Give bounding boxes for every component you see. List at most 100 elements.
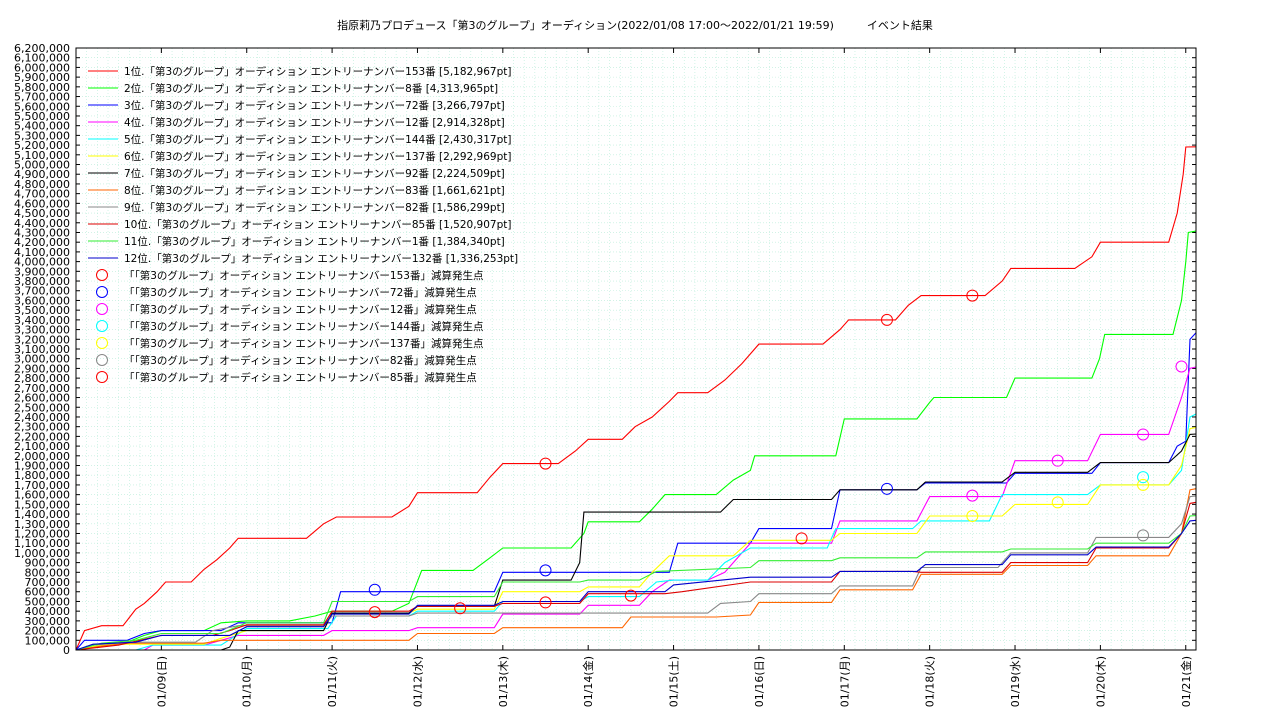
legend-marker-label-5: 「「第3のグループ」オーディション エントリーナンバー137番」減算発生点 [124, 337, 483, 350]
y-tick-label: 1,000,000 [14, 547, 70, 560]
x-tick-label: 01/09(日) [155, 656, 168, 707]
y-tick-label: 3,200,000 [14, 333, 70, 346]
y-tick-label: 1,900,000 [14, 460, 70, 473]
y-tick-label: 5,900,000 [14, 71, 70, 84]
x-tick-label: 01/13(木) [497, 656, 510, 707]
y-tick-label: 3,600,000 [14, 294, 70, 307]
y-tick-label: 4,500,000 [14, 207, 70, 220]
legend-marker-label-2: 「「第3のグループ」オーディション エントリーナンバー72番」減算発生点 [124, 286, 477, 299]
x-tick-label: 01/16(日) [753, 656, 766, 707]
y-tick-label: 900,000 [25, 557, 71, 570]
legend-marker-2 [96, 286, 108, 298]
y-tick-label: 2,300,000 [14, 421, 70, 434]
y-axis: 0100,000200,000300,000400,000500,000600,… [14, 42, 1196, 657]
marker-point-3 [1137, 428, 1150, 441]
y-tick-label: 3,400,000 [14, 314, 70, 327]
legend-label-8: 8位.「第3のグループ」オーディション エントリーナンバー83番 [1,661,… [124, 184, 505, 197]
series-line-4 [76, 366, 1197, 651]
y-tick-label: 600,000 [25, 586, 71, 599]
y-tick-label: 2,600,000 [14, 392, 70, 405]
legend: 1位.「第3のグループ」オーディション エントリーナンバー153番 [5,182… [88, 65, 518, 384]
y-tick-label: 3,100,000 [14, 343, 70, 356]
series-line-1 [75, 146, 1197, 651]
y-tick-label: 4,700,000 [14, 188, 70, 201]
y-tick-label: 5,200,000 [14, 139, 70, 152]
marker-layer [368, 289, 1188, 619]
series-line-9 [75, 495, 1197, 651]
marker-point-7 [368, 606, 381, 619]
legend-marker-1 [96, 269, 108, 281]
legend-label-9: 9位.「第3のグループ」オーディション エントリーナンバー82番 [1,586,… [124, 201, 505, 214]
legend-marker-label-6: 「「第3のグループ」オーディション エントリーナンバー82番」減算発生点 [124, 354, 477, 367]
y-tick-label: 1,200,000 [14, 527, 70, 540]
y-tick-label: 5,300,000 [14, 129, 70, 142]
y-tick-label: 1,800,000 [14, 469, 70, 482]
y-tick-label: 5,100,000 [14, 149, 70, 162]
y-tick-label: 5,500,000 [14, 110, 70, 123]
y-tick-label: 3,900,000 [14, 265, 70, 278]
y-tick-label: 700,000 [25, 576, 71, 589]
legend-label-12: 12位.「第3のグループ」オーディション エントリーナンバー132番 [1,33… [124, 252, 518, 265]
y-tick-label: 2,700,000 [14, 382, 70, 395]
x-tick-label: 01/18(火) [924, 656, 937, 707]
series-line-8 [75, 488, 1197, 651]
y-tick-label: 3,700,000 [14, 285, 70, 298]
legend-label-1: 1位.「第3のグループ」オーディション エントリーナンバー153番 [5,182… [124, 65, 511, 78]
series-layer [75, 146, 1197, 651]
y-tick-label: 5,700,000 [14, 91, 70, 104]
legend-marker-6 [96, 354, 108, 366]
y-tick-label: 2,100,000 [14, 440, 70, 453]
series-line-10 [75, 501, 1197, 651]
marker-point-6 [1137, 529, 1150, 542]
marker-point-2 [880, 482, 893, 495]
y-tick-label: 3,300,000 [14, 324, 70, 337]
y-tick-label: 1,600,000 [14, 489, 70, 502]
x-tick-label: 01/17(月) [838, 656, 851, 707]
marker-point-5 [1051, 496, 1064, 509]
x-tick-label: 01/21(金) [1179, 656, 1193, 707]
marker-point-7 [624, 589, 637, 602]
y-tick-label: 2,200,000 [14, 430, 70, 443]
x-tick-label: 01/14(金) [581, 656, 595, 707]
y-tick-label: 1,400,000 [14, 508, 70, 521]
y-tick-label: 0 [63, 644, 70, 657]
marker-point-4 [1137, 471, 1150, 484]
legend-marker-7 [96, 371, 108, 383]
legend-label-2: 2位.「第3のグループ」オーディション エントリーナンバー8番 [4,313,9… [124, 82, 498, 95]
y-tick-label: 4,800,000 [14, 178, 70, 191]
x-tick-label: 01/20(木) [1094, 656, 1107, 707]
y-tick-label: 1,700,000 [14, 479, 70, 492]
legend-label-6: 6位.「第3のグループ」オーディション エントリーナンバー137番 [2,292… [124, 150, 511, 163]
marker-point-5 [966, 510, 979, 523]
x-tick-label: 01/10(月) [241, 656, 254, 707]
marker-point-2 [539, 564, 552, 577]
y-tick-label: 4,600,000 [14, 197, 70, 210]
marker-point-2 [368, 583, 381, 596]
marker-point-1 [539, 457, 552, 470]
y-tick-label: 6,200,000 [14, 42, 70, 55]
marker-point-1 [966, 289, 979, 302]
y-tick-label: 2,400,000 [14, 411, 70, 424]
marker-point-7 [539, 596, 552, 609]
y-tick-label: 2,000,000 [14, 450, 70, 463]
legend-label-11: 11位.「第3のグループ」オーディション エントリーナンバー1番 [1,384,… [124, 235, 505, 248]
plot-frame [75, 47, 1197, 651]
legend-label-5: 5位.「第3のグループ」オーディション エントリーナンバー144番 [2,430… [124, 133, 511, 146]
chart-title: 指原莉乃プロデュース「第3のグループ」オーディション(2022/01/08 17… [337, 18, 933, 32]
legend-marker-4 [96, 320, 108, 332]
legend-marker-label-3: 「「第3のグループ」オーディション エントリーナンバー12番」減算発生点 [124, 303, 477, 316]
legend-marker-label-1: 「「第3のグループ」オーディション エントリーナンバー153番」減算発生点 [124, 269, 483, 282]
legend-marker-label-4: 「「第3のグループ」オーディション エントリーナンバー144番」減算発生点 [124, 320, 483, 333]
y-tick-label: 5,800,000 [14, 81, 70, 94]
x-tick-label: 01/12(水) [411, 656, 424, 707]
x-tick-label: 01/11(火) [326, 656, 339, 707]
marker-point-3 [1051, 454, 1064, 467]
x-axis: 01/09(日) 01/10(月) 01/11(火) 01/12(水) 01/13(木)… [155, 48, 1193, 707]
x-tick-label: 01/19(水) [1009, 656, 1022, 707]
y-tick-label: 200,000 [25, 625, 71, 638]
marker-point-5 [1137, 478, 1150, 491]
y-tick-label: 3,000,000 [14, 353, 70, 366]
legend-label-10: 10位.「第3のグループ」オーディション エントリーナンバー85番 [1,520… [124, 218, 511, 231]
legend-label-7: 7位.「第3のグループ」オーディション エントリーナンバー92番 [2,224,… [124, 167, 505, 180]
